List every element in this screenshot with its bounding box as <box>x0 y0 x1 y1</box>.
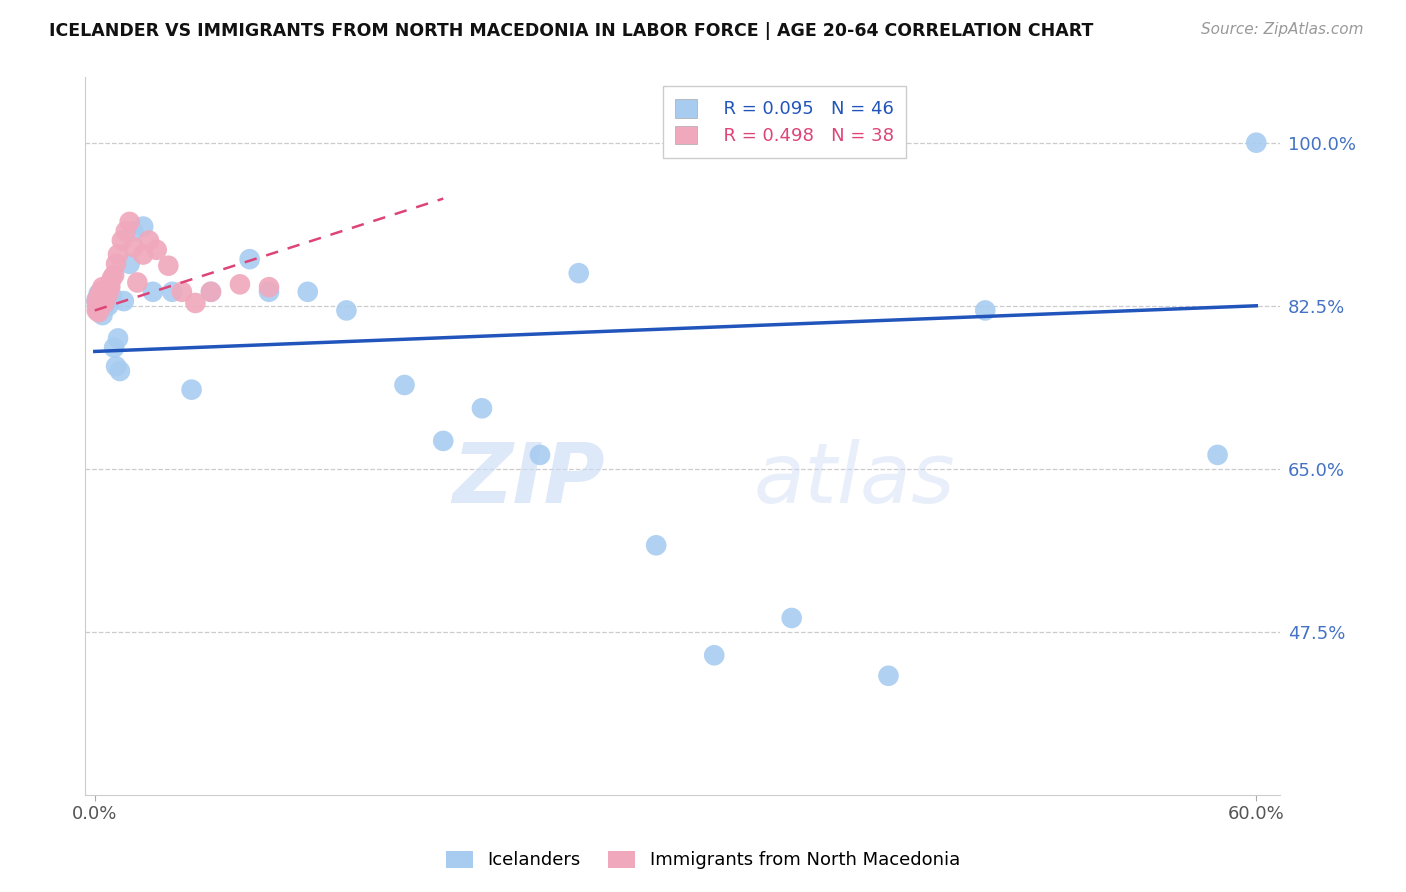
Point <box>118 215 141 229</box>
Point <box>97 285 120 299</box>
Point <box>87 299 110 313</box>
Point <box>107 247 129 261</box>
Legend:   R = 0.095   N = 46,   R = 0.498   N = 38: R = 0.095 N = 46, R = 0.498 N = 38 <box>662 87 907 158</box>
Point <box>86 296 108 310</box>
Point <box>529 448 551 462</box>
Point <box>157 259 180 273</box>
Point <box>93 296 115 310</box>
Point <box>87 294 110 309</box>
Point <box>105 359 128 374</box>
Point <box>90 294 112 309</box>
Point <box>87 305 110 319</box>
Point <box>98 280 121 294</box>
Point <box>239 252 262 267</box>
Point <box>170 285 193 299</box>
Point <box>132 219 155 234</box>
Point <box>86 303 108 318</box>
Point <box>229 277 252 292</box>
Point <box>138 234 160 248</box>
Point <box>101 270 124 285</box>
Point <box>96 285 118 299</box>
Point <box>97 286 120 301</box>
Point <box>96 285 118 299</box>
Point <box>122 240 145 254</box>
Legend: Icelanders, Immigrants from North Macedonia: Icelanders, Immigrants from North Macedo… <box>437 842 969 879</box>
Point <box>93 299 115 313</box>
Point <box>90 292 112 306</box>
Point <box>132 247 155 261</box>
Point <box>200 285 222 299</box>
Point <box>98 286 121 301</box>
Text: ICELANDER VS IMMIGRANTS FROM NORTH MACEDONIA IN LABOR FORCE | AGE 20-64 CORRELAT: ICELANDER VS IMMIGRANTS FROM NORTH MACED… <box>49 22 1094 40</box>
Point <box>568 266 591 280</box>
Point <box>114 224 136 238</box>
Text: Source: ZipAtlas.com: Source: ZipAtlas.com <box>1201 22 1364 37</box>
Point <box>103 341 125 355</box>
Point <box>98 276 121 290</box>
Point <box>780 611 803 625</box>
Point <box>93 289 115 303</box>
Point <box>91 308 114 322</box>
Point <box>184 296 207 310</box>
Point <box>96 289 118 303</box>
Point <box>87 289 110 303</box>
Point <box>91 280 114 294</box>
Point <box>335 303 357 318</box>
Point <box>91 294 114 309</box>
Point <box>974 303 997 318</box>
Point <box>90 289 112 303</box>
Point <box>105 257 128 271</box>
Point <box>90 299 112 313</box>
Point <box>160 285 183 299</box>
Point <box>86 294 108 309</box>
Point <box>87 286 110 301</box>
Point <box>91 286 114 301</box>
Point <box>703 648 725 663</box>
Point <box>97 280 120 294</box>
Point <box>180 383 202 397</box>
Point <box>1206 448 1229 462</box>
Point <box>127 276 149 290</box>
Point <box>90 301 112 316</box>
Point <box>145 243 167 257</box>
Point <box>101 289 124 303</box>
Point <box>91 286 114 301</box>
Point <box>118 257 141 271</box>
Point <box>877 669 900 683</box>
Point <box>122 224 145 238</box>
Point <box>97 299 120 313</box>
Text: ZIP: ZIP <box>453 439 605 520</box>
Point <box>297 285 319 299</box>
Point <box>471 401 494 416</box>
Point <box>96 289 118 303</box>
Point <box>107 331 129 345</box>
Point <box>103 268 125 282</box>
Point <box>111 234 134 248</box>
Point <box>108 364 131 378</box>
Point <box>394 378 416 392</box>
Point <box>645 538 668 552</box>
Point <box>1246 136 1268 150</box>
Point <box>142 285 165 299</box>
Point <box>86 292 108 306</box>
Point <box>87 303 110 318</box>
Point <box>93 283 115 297</box>
Point <box>112 294 135 309</box>
Point <box>257 280 280 294</box>
Point <box>93 285 115 299</box>
Point <box>257 285 280 299</box>
Point <box>432 434 454 448</box>
Text: atlas: atlas <box>754 439 956 520</box>
Point <box>90 285 112 299</box>
Point <box>200 285 222 299</box>
